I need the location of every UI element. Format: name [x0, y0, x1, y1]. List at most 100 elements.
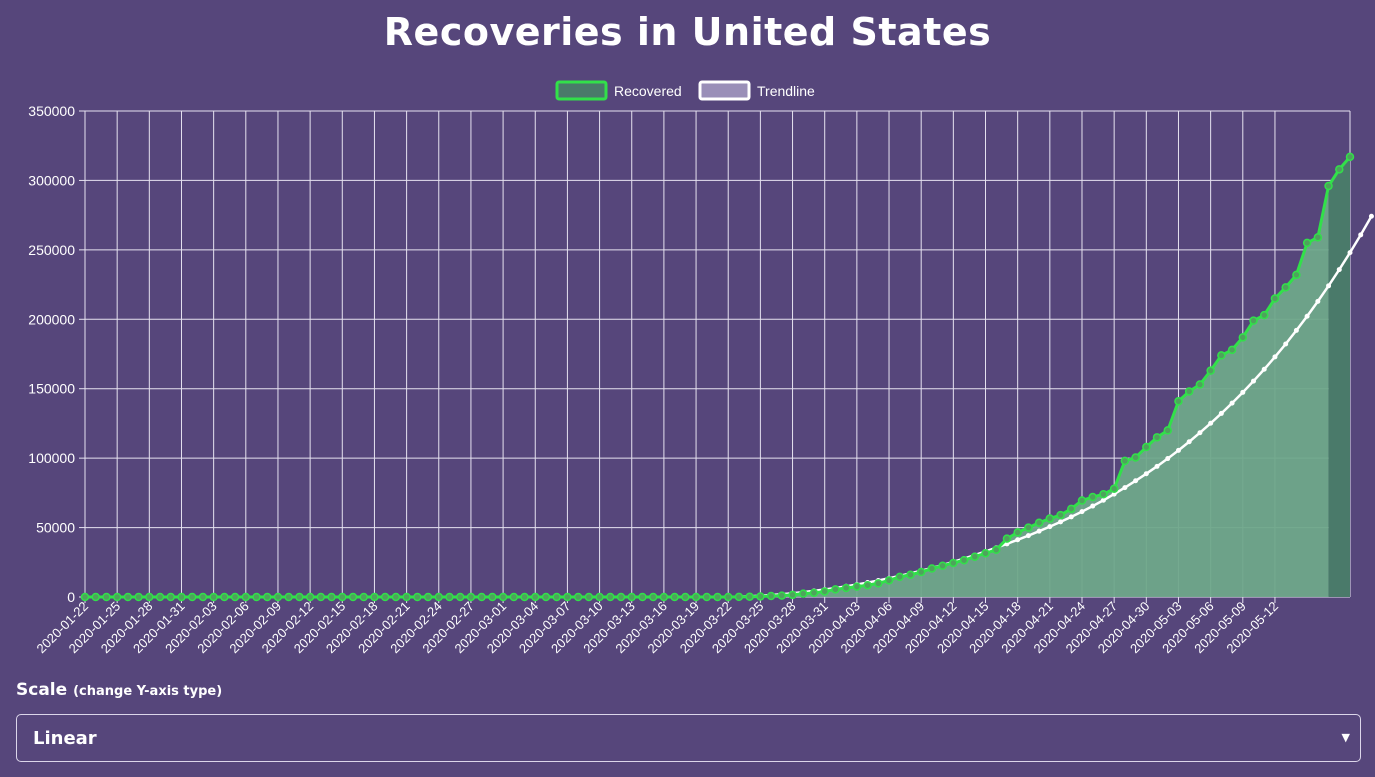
recovered-point — [681, 592, 690, 602]
recovered-point — [380, 592, 390, 602]
recovered-point — [702, 592, 712, 602]
recovered-point — [145, 592, 154, 602]
recovered-point — [799, 589, 808, 598]
recovered-point — [627, 592, 636, 602]
trendline-point — [1326, 283, 1332, 289]
y-tick-label: 50000 — [36, 520, 75, 536]
trendline-point — [1111, 491, 1117, 497]
recovered-point — [1217, 351, 1226, 360]
recovered-point — [959, 555, 969, 565]
recovered-point — [284, 592, 293, 602]
recovered-point — [756, 592, 765, 601]
recovered-point — [1302, 238, 1312, 248]
recovered-point — [938, 561, 947, 571]
recovered-point — [91, 592, 100, 602]
trendline-point — [1251, 378, 1257, 384]
recovered-point — [1067, 504, 1076, 514]
trendline-point — [1090, 503, 1096, 509]
recovered-point — [809, 588, 819, 598]
scale-selected-value: Linear — [33, 728, 97, 749]
chevron-down-icon: ▼ — [1341, 731, 1350, 744]
recovered-area-latest — [1328, 156, 1350, 597]
recovered-point — [788, 590, 797, 600]
trendline-point — [1133, 478, 1139, 484]
legend-swatch-recovered — [555, 80, 608, 101]
recovered-point — [659, 592, 669, 602]
recovered-point — [573, 592, 583, 602]
recovered-point — [1120, 456, 1130, 466]
trendline-point — [1261, 366, 1267, 372]
recovered-point — [241, 592, 251, 602]
legend-item-trendline[interactable]: Trendline — [698, 80, 815, 101]
y-axis: 0 50000 100000 150000 200000 250000 300000 3500… — [28, 103, 85, 605]
scale-label-text: Scale — [16, 680, 68, 700]
trendline-point — [1154, 463, 1160, 469]
y-tick-label: 150000 — [28, 381, 75, 397]
recovered-point — [1249, 316, 1258, 325]
recovered-point — [884, 576, 894, 585]
recovered-area — [85, 185, 1329, 598]
recovered-point — [1324, 181, 1333, 191]
trendline-point — [1358, 232, 1364, 238]
recovered-point — [531, 592, 540, 602]
plot-area — [80, 152, 1374, 602]
recovered-point — [831, 585, 840, 594]
recovered-point — [1131, 453, 1140, 462]
recovered-point — [1034, 518, 1044, 527]
recovered-point — [498, 592, 508, 602]
recovered-point — [102, 592, 111, 602]
y-tick-label: 0 — [67, 589, 75, 605]
recovered-point — [777, 591, 787, 600]
recovered-point — [402, 592, 411, 602]
trendline-point — [1015, 537, 1021, 543]
recovered-point — [552, 592, 561, 602]
recovered-point — [1109, 484, 1119, 493]
trendline-point — [1347, 250, 1353, 256]
recovered-point — [1281, 283, 1290, 292]
recovered-point — [1335, 165, 1344, 174]
recovered-point — [895, 572, 904, 582]
y-tick-label: 300000 — [28, 172, 75, 188]
recovered-point — [970, 552, 980, 561]
recovered-point — [477, 592, 486, 602]
recovered-point — [713, 592, 722, 602]
recovered-point — [305, 592, 315, 602]
trendline-point — [1304, 313, 1310, 319]
trendline-point — [1283, 341, 1289, 347]
trendline-point — [1036, 528, 1042, 534]
recovered-point — [1292, 270, 1301, 280]
recovered-point — [198, 592, 208, 602]
recovered-point — [1227, 345, 1237, 355]
trendline-point — [1272, 354, 1278, 360]
recovered-point — [327, 592, 336, 602]
recovered-point — [252, 592, 261, 602]
scale-select[interactable]: Linear ▼ — [16, 714, 1361, 762]
recovered-point — [155, 592, 165, 602]
trendline-point — [1229, 400, 1235, 406]
trendline-point — [1218, 410, 1224, 416]
legend-swatch-trendline — [698, 80, 751, 101]
recovered-point — [166, 592, 176, 602]
recovered-point — [187, 592, 197, 602]
recovered-point — [745, 592, 754, 601]
recovered-point — [209, 592, 218, 602]
recovered-point — [991, 545, 1001, 555]
trendline-point — [1058, 519, 1064, 525]
trendline-point — [1293, 327, 1299, 333]
recovered-point — [262, 592, 272, 602]
legend-label-trendline: Trendline — [757, 83, 815, 99]
legend-item-recovered[interactable]: Recovered — [555, 80, 682, 101]
recovered-point — [584, 592, 594, 602]
recovered-point — [1013, 528, 1022, 537]
recovered-point — [391, 592, 401, 602]
trendline-point — [1240, 389, 1246, 395]
recovered-point — [927, 564, 937, 573]
recovered-point — [1077, 496, 1087, 505]
recovered-point — [1045, 514, 1055, 523]
recovered-point — [766, 591, 776, 601]
trendline-point — [1197, 430, 1203, 436]
recovered-point — [906, 570, 915, 580]
recovered-point — [1206, 366, 1215, 375]
recovered-point — [863, 580, 872, 590]
recovered-point — [177, 592, 186, 602]
